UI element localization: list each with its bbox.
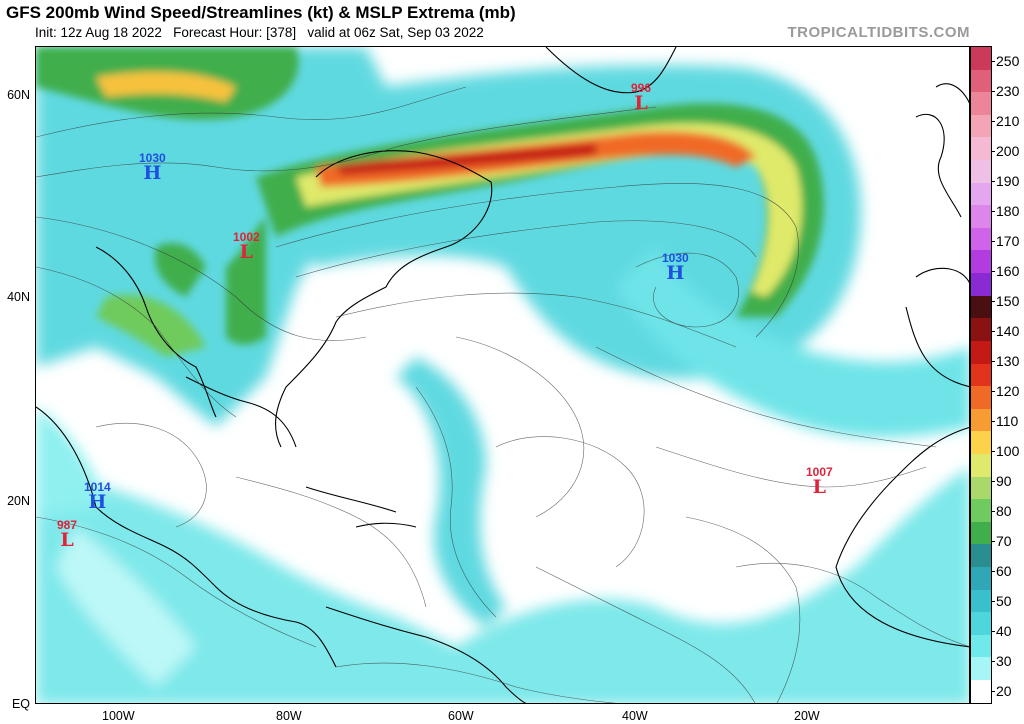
colorbar-segment [971,408,991,432]
colorbar-tick-label: 70 [992,533,1012,549]
colorbar-tick-label: 230 [991,83,1020,99]
lat-label-40n: 40N [7,290,30,304]
colorbar-segment [971,227,991,251]
colorbar-segment [971,205,991,228]
pressure-value: 1002 [233,230,260,244]
colorbar-tick-label: 120 [991,383,1020,399]
colorbar-segment [971,340,991,364]
streamlines [36,86,969,703]
pressure-center-high-3: 1014 H [84,481,111,512]
pressure-center-low-1: 1002 L [233,231,260,262]
wind-map-canvas [36,47,969,703]
pressure-value: 1030 [662,251,689,265]
colorbar-tick-label: 60 [992,563,1012,579]
colorbar-tick-label: 30 [992,653,1012,669]
colorbar-tick-label: 210 [991,113,1020,129]
colorbar-segment [971,612,991,635]
lon-label-40w: 40W [622,709,648,723]
colorbar-tick-label: 100 [991,443,1020,459]
colorbar-tick-label: 80 [992,503,1012,519]
pressure-center-low-4: 1007 L [806,466,833,497]
colorbar-segment [971,453,991,477]
lon-label-100w: 100W [102,709,135,723]
colorbar-tick-label: 130 [991,353,1020,369]
colorbar-segment [971,295,991,319]
colorbar-segment [971,499,991,522]
pressure-center-low-3: 987 L [57,519,77,550]
pressure-symbol: L [812,476,827,498]
pressure-symbol: H [88,491,107,513]
pressure-value: 1007 [806,465,833,479]
pressure-value: 987 [57,518,78,532]
colorbar-tick-label: 40 [992,623,1012,639]
colorbar-segment [971,250,991,274]
colorbar-segment [971,476,991,500]
colorbar-segment [971,657,991,681]
lat-label-20n: 20N [7,494,30,508]
pressure-center-high-1: 1030 H [139,152,166,183]
pressure-center-high-2: 1030 H [662,252,689,283]
colorbar-segment [971,92,991,115]
pressure-center-low-2: 996 L [631,82,651,113]
lon-label-80w: 80W [276,709,302,723]
pressure-symbol: H [666,262,685,284]
coastlines [36,47,969,703]
colorbar-segment [971,634,991,658]
wind-map [35,46,970,704]
colorbar-tick-label: 180 [991,203,1020,219]
colorbar-segment [971,363,991,387]
colorbar-tick-label: 170 [991,233,1020,249]
colorbar-tick-label: 110 [991,413,1019,429]
colorbar-tick-label: 200 [991,143,1020,159]
colorbar-segment [971,273,991,296]
wind-speed-shading [36,47,969,703]
colorbar-segment [971,567,991,590]
colorbar-segment [971,69,991,93]
colorbar-tick-label: 250 [991,53,1020,69]
pressure-symbol: L [634,92,648,114]
colorbar-segment [971,544,991,568]
pressure-value: 1030 [139,151,166,165]
colorbar-segment [971,386,991,409]
lat-label-60n: 60N [7,88,30,102]
colorbar-segment [971,47,991,70]
pressure-symbol: L [60,529,74,551]
pressure-symbol: L [239,241,254,263]
colorbar-segment [971,680,991,703]
map-subtitle: Init: 12z Aug 18 2022 Forecast Hour: [37… [35,25,484,40]
colorbar-tick-label: 20 [992,683,1012,699]
lat-label-eq: EQ [11,697,30,711]
map-title: GFS 200mb Wind Speed/Streamlines (kt) & … [6,3,516,22]
colorbar-tick-label: 140 [991,323,1020,339]
colorbar-tick-label: 90 [992,473,1012,489]
colorbar-tick-label: 150 [991,293,1020,309]
lon-label-60w: 60W [448,709,474,723]
colorbar-segment [971,318,991,341]
colorbar-segment [971,137,991,161]
credit-watermark: TROPICALTIDBITS.COM [787,24,970,41]
pressure-symbol: H [143,162,162,184]
colorbar [970,46,992,704]
pressure-value: 996 [631,81,652,95]
colorbar-segment [971,114,991,138]
colorbar-segment [971,431,991,454]
colorbar-segment [971,160,991,183]
colorbar-segment [971,521,991,545]
colorbar-segment [971,589,991,613]
pressure-value: 1014 [84,480,111,494]
colorbar-tick-label: 50 [992,593,1012,609]
colorbar-tick-label: 160 [991,263,1020,279]
colorbar-segment [971,182,991,206]
colorbar-tick-label: 190 [991,173,1020,189]
lon-label-20w: 20W [794,709,820,723]
